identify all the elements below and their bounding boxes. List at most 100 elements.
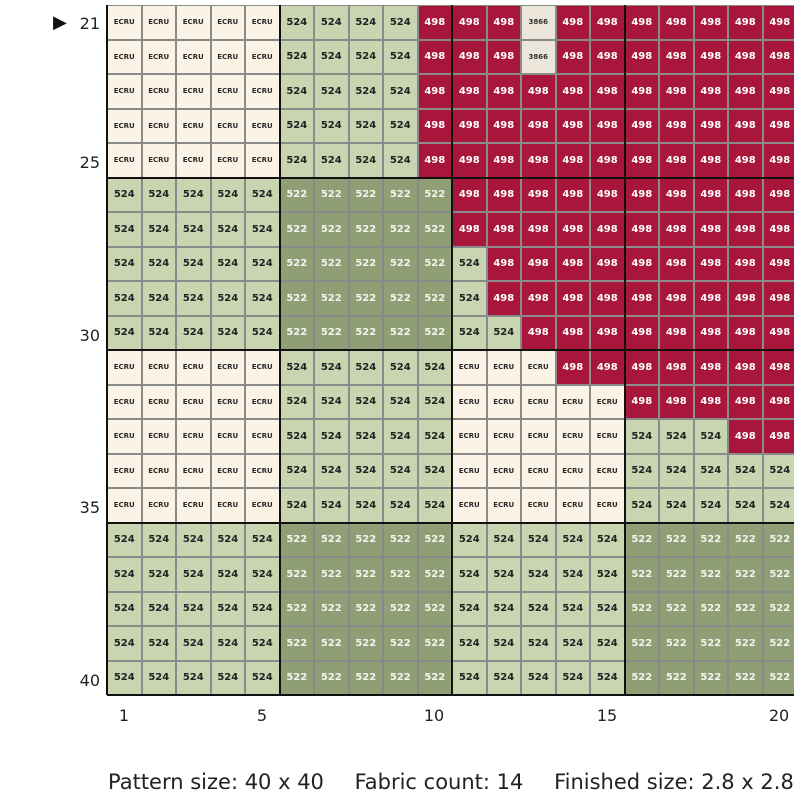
stitch-cell[interactable]: 498 (590, 5, 625, 40)
stitch-cell[interactable]: 498 (728, 108, 763, 143)
stitch-cell[interactable]: 498 (555, 212, 590, 247)
stitch-cell[interactable]: ECRU (176, 74, 211, 109)
stitch-cell[interactable]: ECRU (107, 5, 142, 40)
stitch-cell[interactable]: 522 (659, 522, 694, 557)
stitch-cell[interactable]: ECRU (141, 143, 176, 178)
stitch-cell[interactable]: 524 (279, 453, 314, 488)
stitch-cell[interactable]: ECRU (486, 453, 521, 488)
stitch-cell[interactable]: 522 (348, 281, 383, 316)
stitch-cell[interactable]: 524 (555, 557, 590, 592)
stitch-cell[interactable]: 524 (383, 350, 418, 385)
stitch-cell[interactable]: 524 (107, 177, 142, 212)
stitch-cell[interactable]: 522 (348, 626, 383, 661)
stitch-cell[interactable]: 524 (141, 557, 176, 592)
stitch-cell[interactable]: 524 (659, 488, 694, 523)
stitch-cell[interactable]: 522 (348, 246, 383, 281)
stitch-cell[interactable]: 498 (693, 39, 728, 74)
stitch-cell[interactable]: 524 (452, 626, 487, 661)
stitch-cell[interactable]: 498 (590, 350, 625, 385)
stitch-cell[interactable]: 498 (762, 246, 794, 281)
stitch-cell[interactable]: 498 (693, 74, 728, 109)
stitch-cell[interactable]: 522 (417, 246, 452, 281)
stitch-cell[interactable]: 498 (624, 246, 659, 281)
stitch-cell[interactable]: ECRU (107, 350, 142, 385)
stitch-cell[interactable]: 524 (693, 488, 728, 523)
stitch-cell[interactable]: 498 (624, 384, 659, 419)
stitch-cell[interactable]: 524 (348, 384, 383, 419)
stitch-cell[interactable]: 522 (417, 660, 452, 695)
stitch-cell[interactable]: 498 (659, 5, 694, 40)
stitch-cell[interactable]: 524 (348, 419, 383, 454)
stitch-cell[interactable]: 524 (590, 626, 625, 661)
stitch-cell[interactable]: ECRU (555, 419, 590, 454)
stitch-cell[interactable]: 522 (728, 557, 763, 592)
stitch-cell[interactable]: 522 (383, 660, 418, 695)
stitch-cell[interactable]: 524 (590, 660, 625, 695)
stitch-cell[interactable]: ECRU (210, 350, 245, 385)
stitch-cell[interactable]: 524 (452, 315, 487, 350)
stitch-cell[interactable]: ECRU (555, 488, 590, 523)
stitch-cell[interactable]: 524 (279, 419, 314, 454)
stitch-cell[interactable]: ECRU (141, 453, 176, 488)
stitch-cell[interactable]: 498 (417, 108, 452, 143)
stitch-cell[interactable]: 522 (314, 660, 349, 695)
stitch-cell[interactable]: 524 (210, 591, 245, 626)
stitch-cell[interactable]: ECRU (176, 488, 211, 523)
stitch-cell[interactable]: ECRU (245, 5, 280, 40)
stitch-cell[interactable]: 522 (279, 660, 314, 695)
stitch-cell[interactable]: 522 (314, 522, 349, 557)
stitch-cell[interactable]: 498 (728, 419, 763, 454)
stitch-cell[interactable]: 522 (383, 281, 418, 316)
stitch-cell[interactable]: 498 (728, 315, 763, 350)
stitch-cell[interactable]: 498 (624, 281, 659, 316)
stitch-cell[interactable]: ECRU (210, 5, 245, 40)
stitch-cell[interactable]: 498 (590, 108, 625, 143)
stitch-cell[interactable]: 524 (348, 453, 383, 488)
stitch-cell[interactable]: ECRU (210, 74, 245, 109)
stitch-cell[interactable]: 524 (245, 660, 280, 695)
stitch-cell[interactable]: 522 (693, 522, 728, 557)
stitch-cell[interactable]: ECRU (141, 5, 176, 40)
stitch-cell[interactable]: 522 (383, 626, 418, 661)
stitch-cell[interactable]: ECRU (107, 143, 142, 178)
stitch-cell[interactable]: ECRU (590, 453, 625, 488)
stitch-cell[interactable]: 524 (383, 419, 418, 454)
stitch-cell[interactable]: 498 (728, 143, 763, 178)
stitch-cell[interactable]: 524 (521, 660, 556, 695)
stitch-cell[interactable]: 524 (348, 5, 383, 40)
stitch-cell[interactable]: 498 (417, 5, 452, 40)
stitch-cell[interactable]: 498 (728, 212, 763, 247)
stitch-cell[interactable]: 522 (659, 557, 694, 592)
stitch-cell[interactable]: 498 (452, 177, 487, 212)
stitch-cell[interactable]: 498 (555, 74, 590, 109)
stitch-cell[interactable]: 498 (659, 281, 694, 316)
stitch-cell[interactable]: 498 (728, 350, 763, 385)
stitch-cell[interactable]: 522 (314, 591, 349, 626)
stitch-cell[interactable]: 524 (555, 626, 590, 661)
stitch-cell[interactable]: 498 (762, 74, 794, 109)
stitch-cell[interactable]: 524 (141, 591, 176, 626)
stitch-cell[interactable]: 498 (521, 281, 556, 316)
stitch-cell[interactable]: 524 (141, 246, 176, 281)
stitch-cell[interactable]: ECRU (107, 453, 142, 488)
stitch-cell[interactable]: 522 (279, 315, 314, 350)
stitch-cell[interactable]: 524 (210, 315, 245, 350)
stitch-cell[interactable]: 524 (521, 522, 556, 557)
stitch-cell[interactable]: 524 (314, 419, 349, 454)
stitch-cell[interactable]: 522 (762, 660, 794, 695)
stitch-cell[interactable]: ECRU (486, 419, 521, 454)
stitch-cell[interactable]: ECRU (176, 384, 211, 419)
stitch-cell[interactable]: 498 (693, 212, 728, 247)
stitch-cell[interactable]: 522 (383, 177, 418, 212)
stitch-cell[interactable]: 524 (141, 522, 176, 557)
stitch-cell[interactable]: 498 (762, 419, 794, 454)
stitch-cell[interactable]: 498 (659, 384, 694, 419)
stitch-cell[interactable]: ECRU (555, 384, 590, 419)
stitch-cell[interactable]: ECRU (141, 74, 176, 109)
stitch-cell[interactable]: 524 (555, 522, 590, 557)
stitch-cell[interactable]: 498 (693, 281, 728, 316)
stitch-cell[interactable]: ECRU (107, 419, 142, 454)
stitch-cell[interactable]: 524 (383, 39, 418, 74)
stitch-cell[interactable]: 498 (417, 74, 452, 109)
stitch-cell[interactable]: 522 (762, 626, 794, 661)
